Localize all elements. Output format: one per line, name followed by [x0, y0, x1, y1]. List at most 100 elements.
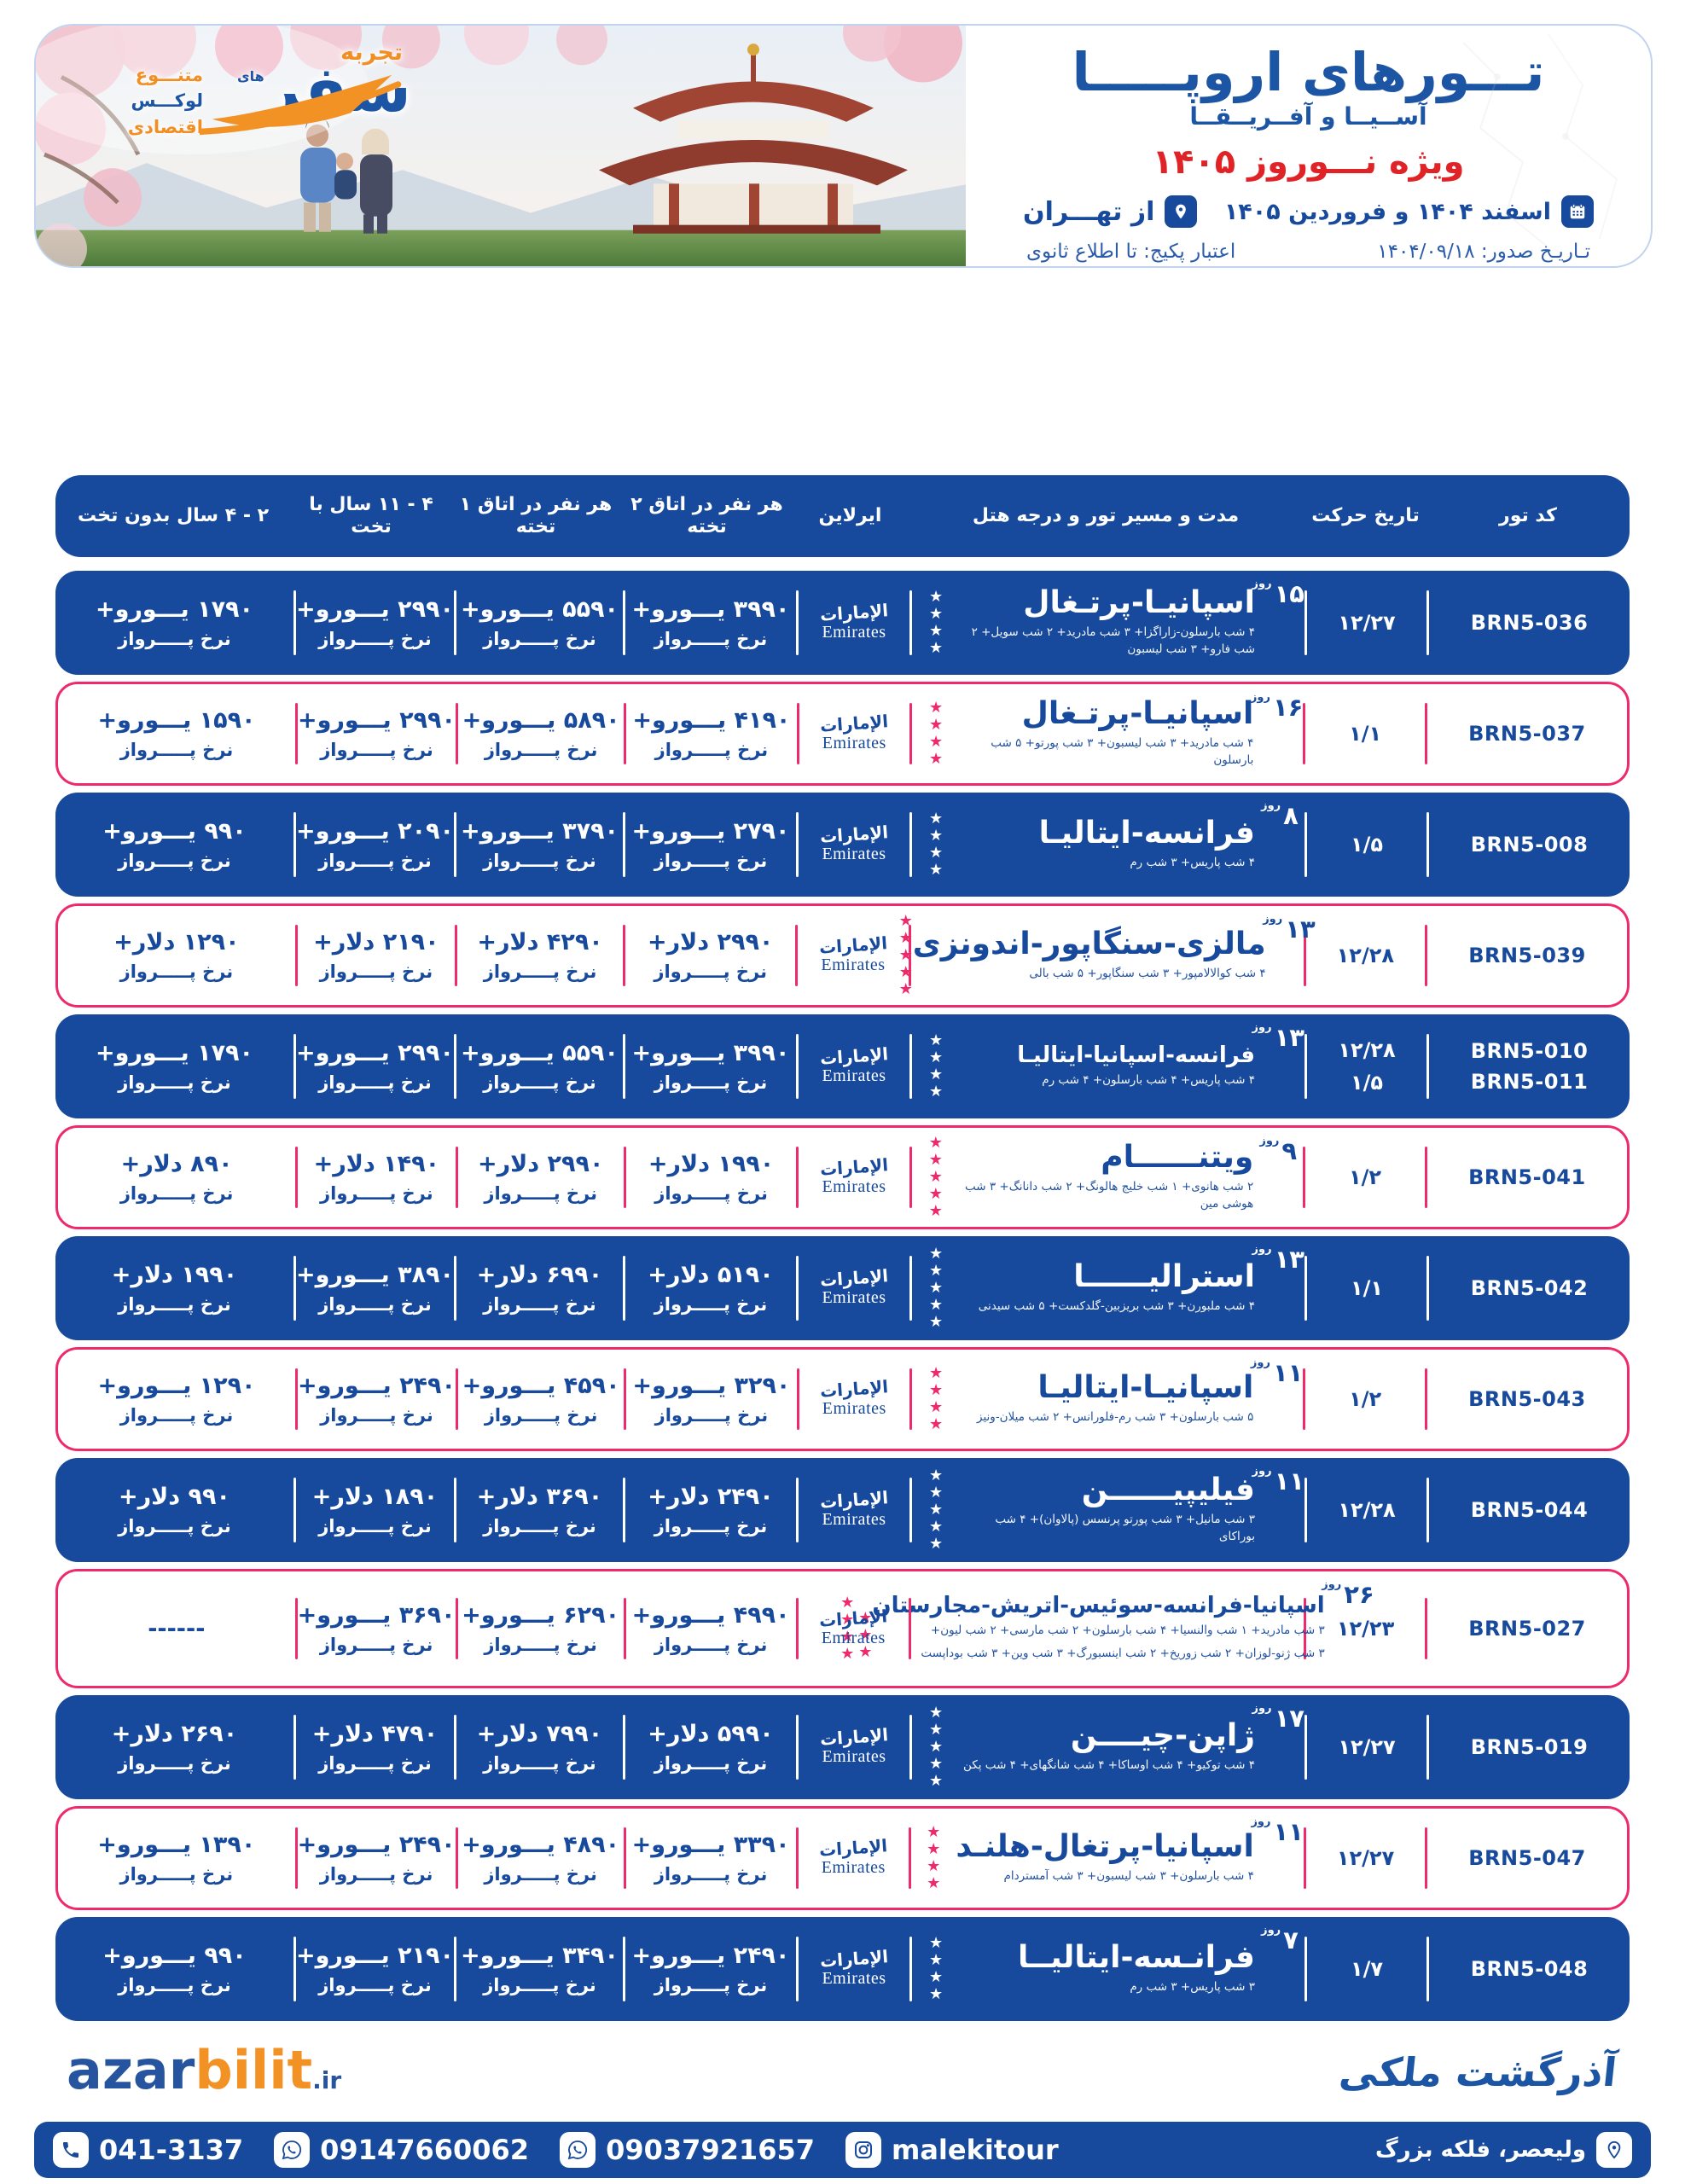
price-value: ۱۵۹۰ یـــورو+: [97, 707, 256, 734]
price-value: ۹۹۰ دلار+: [119, 1484, 230, 1510]
price-cell: ۵۵۹۰ یـــورو+ نرخ پـــــرواز: [456, 1014, 623, 1118]
divider: [623, 925, 626, 986]
fare-note: نرخ پـــــرواز: [119, 740, 234, 760]
price-cell: ۴۱۹۰ یـــورو+ نرخ پـــــرواز: [626, 684, 796, 783]
tour-title: فرانـسه-ایتالیــا: [1018, 1939, 1255, 1975]
airline-name: Emirates: [822, 1509, 886, 1529]
star-icon: ★: [928, 733, 944, 751]
airline-emirates: الإمارات Emirates: [799, 571, 909, 675]
website-logo[interactable]: azarbilit.ir: [67, 2039, 342, 2101]
emirates-calligraphy-icon: الإمارات: [819, 710, 890, 736]
route-cell: ۱۵روز اسپانیـا-پرتـغال ۴ شب بارسلون-زاراگز…: [912, 571, 1304, 675]
price-cell: ۶۹۹۰ دلار+ نرخ پـــــرواز: [456, 1236, 623, 1340]
price-cell: ۴۹۹۰ یـــورو+ نرخ پـــــرواز: [626, 1571, 796, 1686]
airline-emirates: الإمارات Emirates: [799, 1809, 909, 1908]
route-cell: ۱۱روز اسپانیـا-ایتالیـا ۵ شب بارسلون+ ۳ شب…: [912, 1350, 1303, 1449]
divider: [455, 1598, 458, 1659]
whatsapp-icon: [274, 2132, 311, 2168]
hotel-stars: ★ ★ ★ ★: [912, 811, 960, 878]
logo-word-tajrobe: تجربه: [340, 39, 403, 66]
star-icon: ★: [928, 1151, 943, 1169]
departure-date: ۱۲/۲۷: [1338, 1734, 1396, 1759]
fare-note: نرخ پـــــرواز: [119, 1864, 234, 1885]
price-value: ۳۳۹۰ یـــورو+: [631, 1832, 790, 1858]
phone-number[interactable]: 041-3137: [53, 2132, 243, 2168]
route-cell: ۸روز فرانسه-ایتالیـا ۴ شب پاریس+ ۳ شب رم ★ ★…: [912, 793, 1304, 897]
price-cell: ۲۹۹۰ دلار+ نرخ پـــــرواز: [625, 906, 795, 1005]
whatsapp-number-2[interactable]: 09037921657: [560, 2132, 815, 2168]
tour-code: BRN5-010 BRN5-011: [1470, 1039, 1589, 1094]
divider: [1304, 590, 1307, 655]
price-value: ۴۸۹۰ یـــورو+: [462, 1832, 620, 1858]
tour-title: اسپانیـا-پرتـغال: [1023, 584, 1255, 620]
fare-note: نرخ پـــــرواز: [319, 1864, 433, 1885]
price-cell: ۳۶۹۰ یـــورو+ نرخ پـــــرواز: [298, 1571, 456, 1686]
tour-title: فرانسه-ایتالیـا: [1038, 815, 1255, 851]
price-cell: ۵۵۹۰ یـــورو+ نرخ پـــــرواز: [456, 571, 623, 675]
price-cell: ۲۶۹۰ دلار+ نرخ پـــــرواز: [55, 1695, 293, 1799]
divider: [294, 925, 298, 986]
star-icon: ★: [928, 1245, 944, 1263]
divider: [1425, 925, 1428, 986]
divider: [295, 703, 298, 764]
divider: [454, 590, 456, 655]
price-cell: ۲۹۹۰ یـــورو+ نرخ پـــــرواز: [296, 1014, 454, 1118]
price-value: ۲۹۹۰ دلار+: [647, 929, 774, 956]
star-icon: ★: [927, 1840, 941, 1858]
fare-note: نرخ پـــــرواز: [119, 961, 234, 982]
tour-row: BRN5-042 ۱/۱ ۱۳روز استرالیــــــا ۴ شب ملبور…: [55, 1236, 1630, 1340]
fare-note: نرخ پـــــرواز: [118, 1975, 231, 1995]
hotel-stars: ★ ★ ★ ★: [912, 700, 960, 767]
divider: [623, 590, 625, 655]
column-header: هر نفر در اتاق ۱ تخته: [459, 493, 613, 537]
package-validity: اعتبار پکیج: تا اطلاع ثانوی: [1026, 241, 1236, 263]
star-icon: ★: [927, 1874, 941, 1892]
price-cell: ۱۵۹۰ یـــورو+ نرخ پـــــرواز: [58, 684, 295, 783]
fare-note: نرخ پـــــرواز: [483, 1975, 596, 1995]
star-icon: ★: [928, 1364, 944, 1382]
fare-note: نرخ پـــــرواز: [318, 1516, 432, 1536]
divider: [796, 1256, 799, 1321]
departure-date: ۱۲/۲۸: [1336, 943, 1395, 967]
price-value: ۳۴۹۰ یـــورو+: [460, 1943, 619, 1969]
tour-duration: ۱۱روز: [1252, 1465, 1304, 1496]
divider: [1303, 1827, 1306, 1889]
tour-duration: ۸روز: [1261, 799, 1299, 830]
instagram-handle[interactable]: malekitour: [845, 2132, 1059, 2168]
tours-table: کد تور تاریخ حرکت مدت و مسیر تور و درجه هت…: [55, 475, 1630, 2028]
airline-name: Emirates: [822, 1746, 886, 1766]
fare-note: نرخ پـــــرواز: [654, 740, 769, 760]
divider: [623, 1937, 625, 2001]
fare-note: نرخ پـــــرواز: [119, 1183, 234, 1204]
divider: [796, 812, 799, 877]
divider: [295, 1147, 299, 1208]
location-pin-icon: [1165, 195, 1198, 228]
price-value: ۴۲۹۰ دلار+: [477, 929, 603, 956]
divider: [795, 1827, 799, 1889]
emirates-calligraphy-icon: الإمارات: [819, 1043, 889, 1069]
star-icon: ★: [928, 844, 944, 862]
star-icon: ★: [928, 1535, 944, 1553]
hotel-stars: ★ ★ ★ ★: [912, 590, 960, 656]
price-value: ۳۸۹۰ یـــورو+: [295, 1262, 455, 1288]
hotel-stars: ★ ★ ★ ★: [911, 1825, 956, 1891]
fare-note: نرخ پـــــرواز: [654, 1635, 768, 1655]
price-cell: ۲۴۹۰ یـــورو+ نرخ پـــــرواز: [298, 1809, 456, 1908]
price-value: ۳۶۹۰ یـــورو+: [297, 1602, 456, 1629]
star-icon: ★: [928, 810, 944, 828]
fare-note: نرخ پـــــرواز: [318, 1975, 432, 1995]
price-cell: ۳۹۹۰ یـــورو+ نرخ پـــــرواز: [625, 1014, 796, 1118]
fare-note: نرخ پـــــرواز: [483, 629, 596, 649]
tour-duration: ۱۳روز: [1252, 1021, 1304, 1052]
whatsapp-number-1[interactable]: 09147660062: [274, 2132, 529, 2168]
star-icon: ★: [927, 1823, 941, 1841]
price-cell: ۷۹۹۰ دلار+ نرخ پـــــرواز: [456, 1695, 623, 1799]
route-cell: ۱۱روز اسپانیا-پرتغال-هلنـد ۴ شب بارسلون+ ۳…: [911, 1809, 1304, 1908]
page-subtitle: آســیــا و آفــریــقــا: [1189, 102, 1427, 131]
fare-note: نرخ پـــــرواز: [484, 1405, 598, 1426]
divider: [795, 925, 799, 986]
hotel-stars: ★ ★ ★ ★ ★: [912, 1246, 960, 1330]
tour-code: BRN5-027: [1468, 1617, 1586, 1641]
airline-emirates: الإمارات Emirates: [799, 684, 910, 783]
divider: [293, 1715, 296, 1780]
